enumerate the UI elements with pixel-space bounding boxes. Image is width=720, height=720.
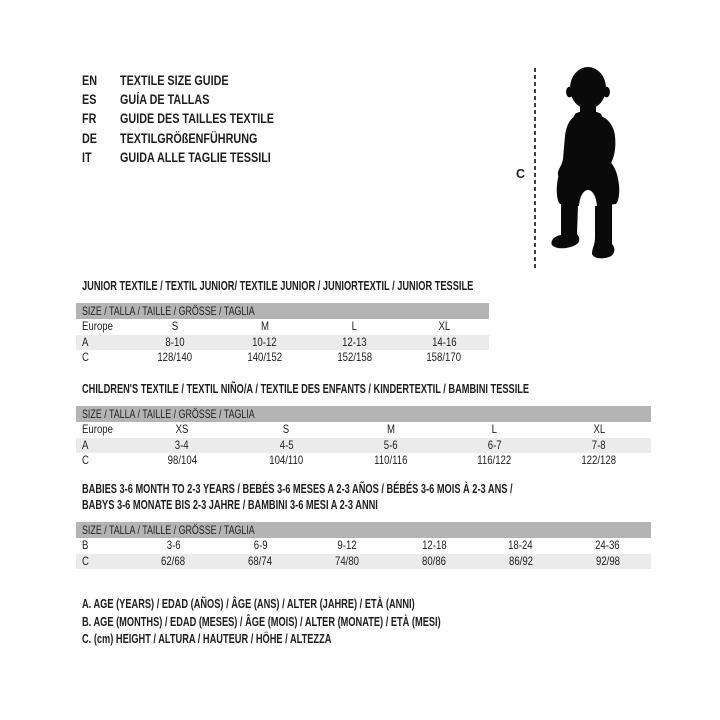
legend-line-a: A. AGE (YEARS) / EDAD (AÑOS) / ÂGE (ANS)… xyxy=(82,597,415,611)
size-cell: 4-5 xyxy=(279,437,294,452)
language-row-es: ES GUÍA DE TALLAS xyxy=(82,90,313,109)
size-cell: 68/74 xyxy=(248,553,273,568)
size-cell: S xyxy=(283,422,290,436)
size-cell: 12-13 xyxy=(342,334,367,349)
row-label: Europe xyxy=(82,319,113,333)
language-code: IT xyxy=(82,149,92,165)
row-label: C xyxy=(82,453,89,467)
size-cell: 158/170 xyxy=(426,350,462,364)
language-label: TEXTILE SIZE GUIDE xyxy=(120,73,229,88)
language-code: DE xyxy=(82,130,98,146)
size-cell: 12-18 xyxy=(421,538,447,552)
language-code: EN xyxy=(82,73,98,88)
row-label: A xyxy=(82,437,89,452)
size-cell: M xyxy=(260,319,269,333)
size-cell: 6-9 xyxy=(253,538,268,552)
size-cell: 14-16 xyxy=(431,334,457,349)
size-cell: 128/140 xyxy=(157,350,193,364)
size-cell: XL xyxy=(438,319,450,333)
language-row-fr: FR GUIDE DES TAILLES TEXTILE xyxy=(82,109,313,128)
junior-textile-section: JUNIOR TEXTILE / TEXTIL JUNIOR/ TEXTILE … xyxy=(76,278,489,366)
size-cell: XL xyxy=(593,422,605,436)
size-cell: 110/116 xyxy=(373,453,408,467)
table-row-months: B 3-6 6-9 9-12 12-18 18-24 24-36 xyxy=(76,538,651,554)
size-cell: 104/110 xyxy=(269,453,304,467)
table-row-europe: Europe S M L XL xyxy=(76,319,489,335)
table-row-height: C 128/140 140/152 152/158 158/170 xyxy=(76,350,489,366)
size-cell: 10-12 xyxy=(252,334,277,349)
table-row-europe: Europe XS S M L XL xyxy=(76,422,651,438)
size-cell: 116/122 xyxy=(477,453,512,467)
row-label: C xyxy=(82,350,89,364)
size-cell: 24-36 xyxy=(595,538,620,552)
size-cell: 9-12 xyxy=(337,538,357,552)
language-code: ES xyxy=(82,92,97,108)
size-cell: 152/158 xyxy=(337,350,372,364)
language-row-it: IT GUIDA ALLE TAGLIE TESSILI xyxy=(82,148,313,167)
size-cell: 3-4 xyxy=(175,437,190,452)
legend-line-b: B. AGE (MONTHS) / EDAD (MESES) / ÂGE (MO… xyxy=(82,614,441,629)
size-cell: 140/152 xyxy=(247,350,282,364)
row-label: A xyxy=(82,334,89,349)
size-cell: 86/92 xyxy=(508,553,533,568)
size-cell: 98/104 xyxy=(167,453,197,467)
row-label: B xyxy=(82,538,89,552)
children-table-title: CHILDREN'S TEXTILE / TEXTIL NIÑO/A / TEX… xyxy=(82,382,530,396)
row-label: Europe xyxy=(82,422,113,436)
language-label: GUIDA ALLE TAGLIE TESSILI xyxy=(120,149,271,165)
junior-size-header-bar: SIZE / TALLA / TAILLE / GRÖSSE / TAGLIA xyxy=(76,303,489,319)
row-label: C xyxy=(82,553,89,568)
size-cell: 92/98 xyxy=(595,553,620,568)
babies-table-title-line2: BABYS 3-6 MONATE BIS 2-3 JAHRE / BAMBINI… xyxy=(82,498,378,512)
size-cell: 62/68 xyxy=(161,553,186,568)
size-cell: 7-8 xyxy=(591,437,606,452)
height-measure-label: C xyxy=(516,167,526,181)
size-cell: 5-6 xyxy=(383,437,398,452)
children-size-header-bar: SIZE / TALLA / TAILLE / GRÖSSE / TAGLIA xyxy=(76,406,651,422)
size-cell: 80/86 xyxy=(421,553,446,568)
table-row-height: C 98/104 104/110 110/116 116/122 122/128 xyxy=(76,453,651,469)
language-list: EN TEXTILE SIZE GUIDE ES GUÍA DE TALLAS … xyxy=(82,71,313,167)
size-cell: XS xyxy=(175,422,189,436)
junior-table-title: JUNIOR TEXTILE / TEXTIL JUNIOR/ TEXTILE … xyxy=(82,279,474,293)
babies-table-title-line1: BABIES 3-6 MONTH TO 2-3 YEARS / BEBÉS 3-… xyxy=(82,482,513,496)
size-cell: S xyxy=(171,319,179,333)
babies-textile-section: BABIES 3-6 MONTH TO 2-3 YEARS / BEBÉS 3-… xyxy=(76,481,651,569)
table-row-age: A 3-4 4-5 5-6 6-7 7-8 xyxy=(76,437,651,453)
language-row-de: DE TEXTILGRÖßENFÜHRUNG xyxy=(82,129,313,148)
language-label: GUIDE DES TAILLES TEXTILE xyxy=(120,111,275,127)
table-row-height: C 62/68 68/74 74/80 80/86 86/92 92/98 xyxy=(76,553,651,569)
children-textile-section: CHILDREN'S TEXTILE / TEXTIL NIÑO/A / TEX… xyxy=(76,381,651,469)
size-cell: 6-7 xyxy=(487,437,502,452)
legend: A. AGE (YEARS) / EDAD (AÑOS) / ÂGE (ANS)… xyxy=(82,596,567,649)
table-row-age: A 8-10 10-12 12-13 14-16 xyxy=(76,334,489,350)
toddler-silhouette-icon xyxy=(551,67,620,259)
size-cell: 74/80 xyxy=(335,553,360,568)
size-cell: 8-10 xyxy=(165,334,185,349)
size-cell: 122/128 xyxy=(581,453,617,467)
size-cell: L xyxy=(351,319,358,333)
size-cell: 18-24 xyxy=(508,538,534,552)
size-cell: L xyxy=(492,422,498,436)
legend-line-c: C. (cm) HEIGHT / ALTURA / HAUTEUR / HÖHE… xyxy=(82,632,332,647)
size-cell: 3-6 xyxy=(166,538,181,552)
language-row-en: EN TEXTILE SIZE GUIDE xyxy=(82,71,313,90)
language-label: TEXTILGRÖßENFÜHRUNG xyxy=(120,130,258,146)
babies-size-header-bar: SIZE / TALLA / TAILLE / GRÖSSE / TAGLIA xyxy=(76,522,651,538)
size-cell: M xyxy=(386,422,395,436)
language-code: FR xyxy=(82,111,97,127)
language-label: GUÍA DE TALLAS xyxy=(120,92,210,108)
height-measure-dotted-line xyxy=(534,68,536,269)
